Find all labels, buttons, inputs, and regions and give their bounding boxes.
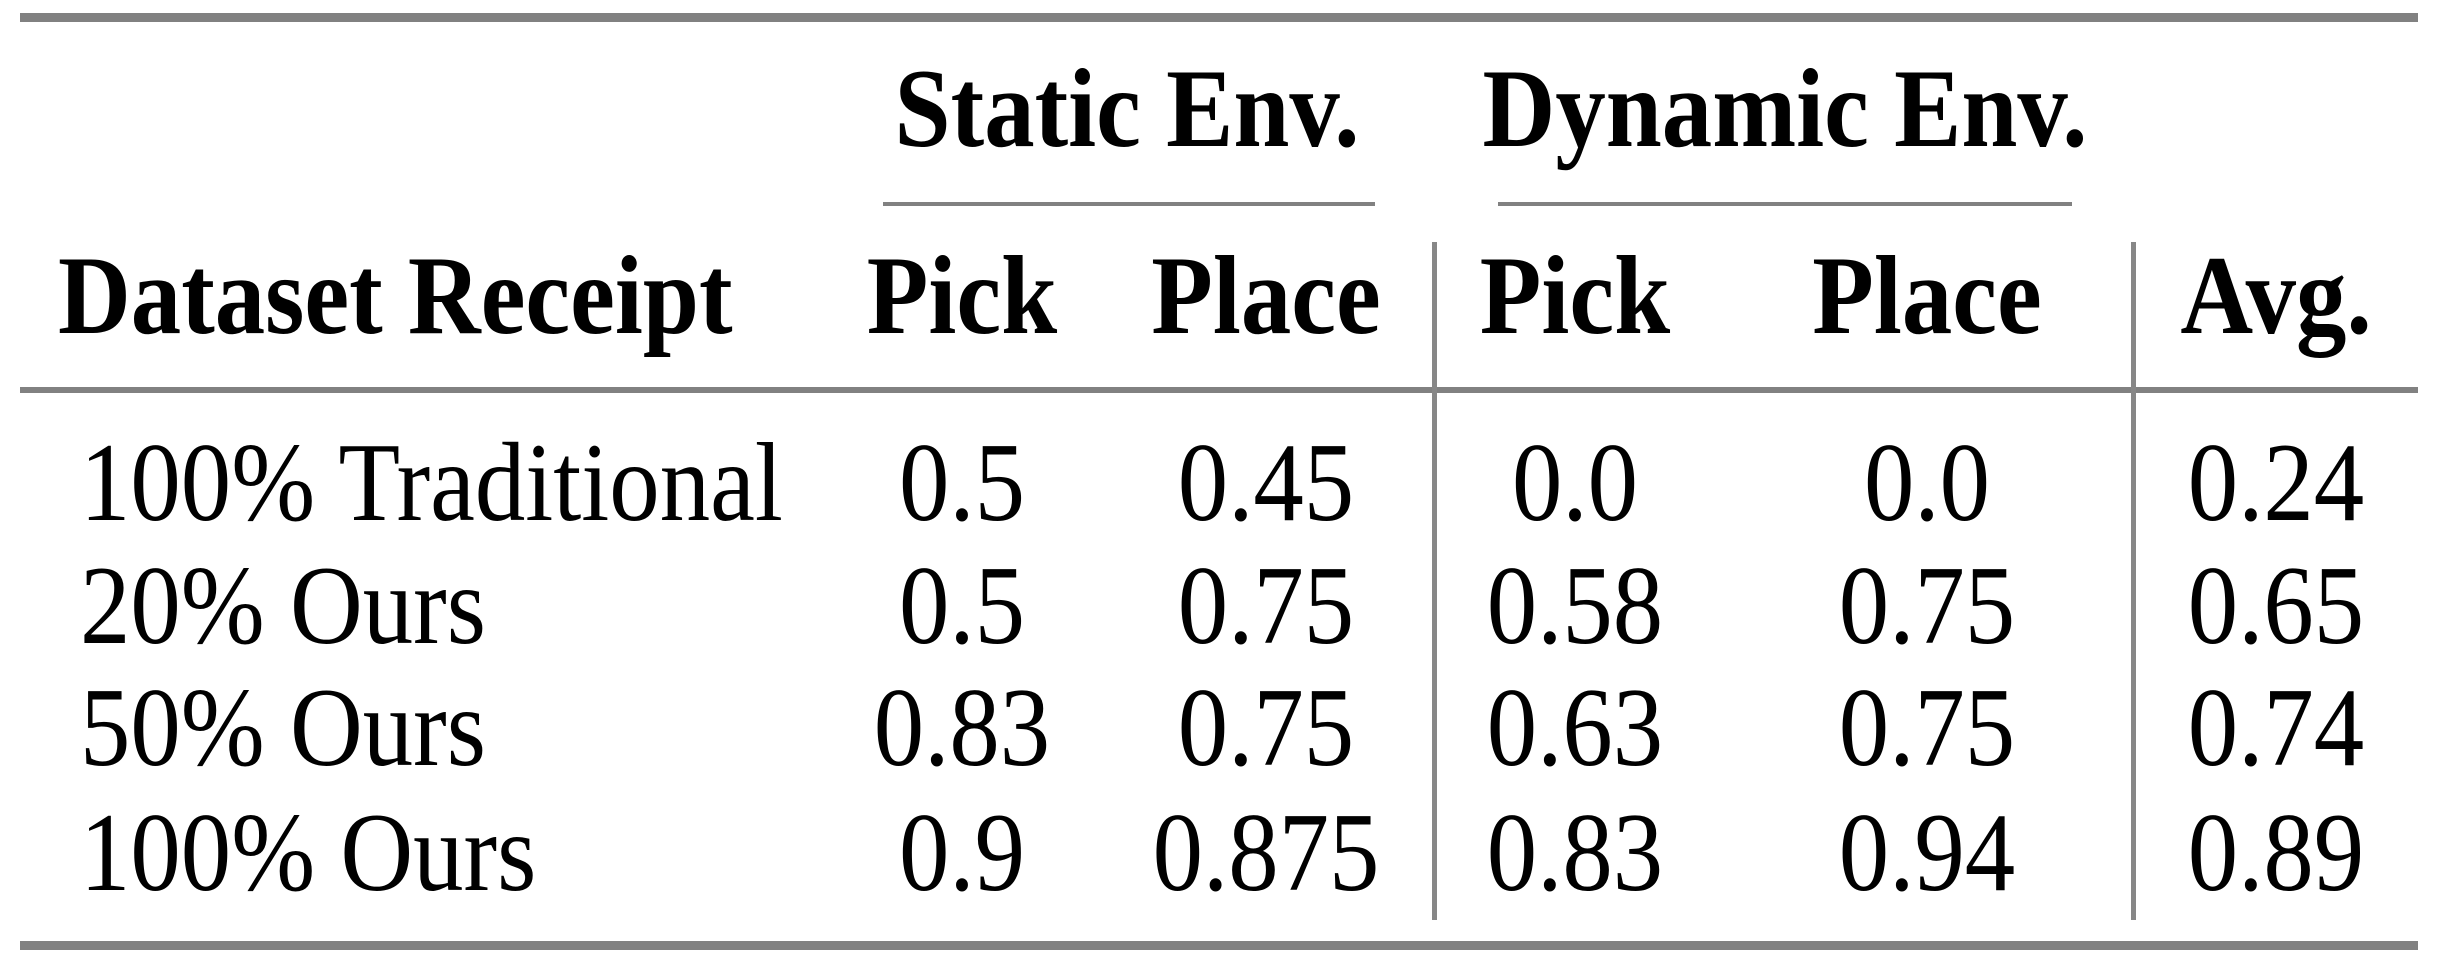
cell-dynamic-place: 0.75 (1838, 544, 2016, 668)
bottom-rule (20, 941, 2418, 950)
static-group-underline (883, 202, 1375, 206)
cell-static-pick: 0.5 (899, 421, 1025, 545)
cell-static-pick: 0.9 (899, 791, 1025, 915)
row-label: 100% Traditional (80, 421, 783, 545)
header-dynamic-place: Place (1812, 234, 2042, 358)
cell-static-place: 0.75 (1177, 666, 1355, 790)
cell-dynamic-place: 0.94 (1838, 791, 2016, 915)
header-avg: Avg. (2180, 234, 2372, 358)
cell-avg: 0.65 (2187, 544, 2365, 668)
cell-static-place: 0.45 (1177, 421, 1355, 545)
cell-dynamic-place: 0.0 (1864, 421, 1990, 545)
cell-avg: 0.24 (2187, 421, 2365, 545)
row-label: 20% Ours (80, 544, 486, 668)
header-dataset-receipt: Dataset Receipt (58, 234, 733, 358)
cell-dynamic-pick: 0.63 (1486, 666, 1664, 790)
cell-static-pick: 0.5 (899, 544, 1025, 668)
cell-dynamic-pick: 0.83 (1486, 791, 1664, 915)
cell-static-place: 0.75 (1177, 544, 1355, 668)
column-group-dynamic-label: Dynamic Env. (1482, 47, 2088, 171)
column-group-static-label: Static Env. (894, 47, 1360, 171)
cell-dynamic-pick: 0.0 (1512, 421, 1638, 545)
header-midrule (20, 387, 2418, 393)
cell-avg: 0.74 (2187, 666, 2365, 790)
vertical-rule-dynamic-avg (2131, 242, 2136, 920)
cell-static-place: 0.875 (1152, 791, 1380, 915)
cell-dynamic-place: 0.75 (1838, 666, 2016, 790)
header-static-pick: Pick (866, 234, 1058, 358)
row-label: 50% Ours (80, 666, 486, 790)
cell-dynamic-pick: 0.58 (1486, 544, 1664, 668)
cell-avg: 0.89 (2187, 791, 2365, 915)
header-dynamic-pick: Pick (1479, 234, 1671, 358)
top-rule (20, 13, 2418, 22)
header-static-place: Place (1151, 234, 1381, 358)
vertical-rule-static-dynamic (1432, 242, 1437, 920)
cell-static-pick: 0.83 (873, 666, 1051, 790)
row-label: 100% Ours (80, 791, 537, 915)
dynamic-group-underline (1498, 202, 2072, 206)
